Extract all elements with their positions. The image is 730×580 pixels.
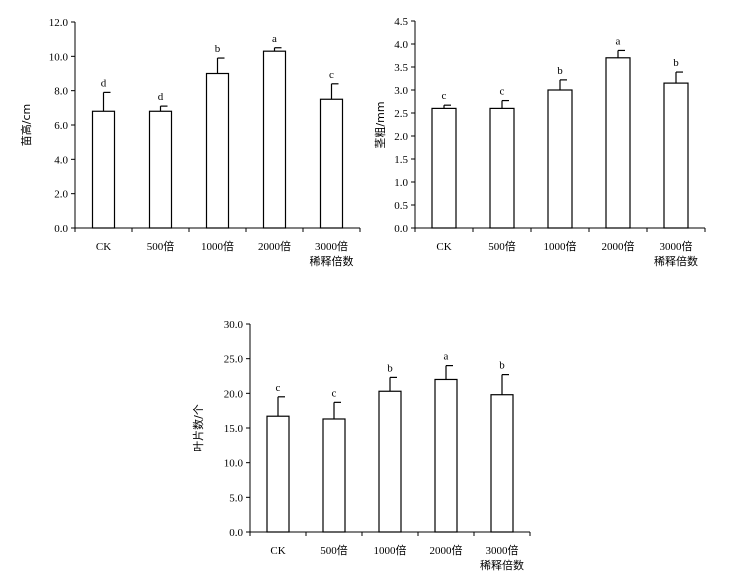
y-tick-label: 2.0 [394, 131, 408, 143]
y-tick-label: 1.5 [394, 154, 408, 166]
bar [434, 378, 458, 533]
category-label: 3000倍 [486, 543, 519, 557]
seedling-height-chart: 0.0 2.0 4.0 6.0 8.0 10.0 12.0 d CK d 500倍 b 1000倍 a 20… [19, 17, 361, 268]
y-tick-label: 2.5 [394, 108, 408, 120]
y-tick-label: 4.0 [394, 39, 408, 51]
category-label: 3000倍 [660, 239, 693, 253]
y-axis-title: 茎粗/mm [374, 101, 387, 148]
significance-label: c [329, 69, 334, 81]
category-label: 500倍 [147, 239, 175, 253]
y-tick-label: 1.0 [394, 177, 408, 189]
y-tick-label: 0.0 [229, 527, 243, 539]
y-axis-title: 叶片数/个 [192, 404, 205, 452]
significance-label: d [101, 77, 107, 89]
significance-label: c [332, 387, 337, 399]
significance-label: a [616, 35, 621, 47]
bar [266, 415, 290, 533]
y-tick-label: 3.5 [394, 62, 408, 74]
significance-label: c [442, 90, 447, 102]
x-axis-title: 稀释倍数 [310, 254, 354, 268]
y-tick-label: 20.0 [224, 388, 244, 400]
bar [91, 110, 116, 229]
bar [205, 72, 230, 229]
significance-label: c [500, 86, 505, 98]
category-label: 1000倍 [544, 239, 577, 253]
significance-label: b [387, 362, 393, 374]
y-tick-label: 4.0 [54, 154, 68, 166]
stem-diameter-chart: 0.0 0.5 1.0 1.5 2.0 2.5 3.0 3.5 4.0 4.5 c CK c 500倍 b 1… [374, 16, 706, 268]
y-tick-label: 30.0 [224, 319, 244, 331]
y-tick-label: 8.0 [54, 86, 68, 98]
bar [489, 107, 515, 229]
y-tick-label: 0.0 [394, 223, 408, 235]
category-label: 2000倍 [602, 239, 635, 253]
significance-label: c [276, 382, 281, 394]
bar [262, 50, 287, 229]
bar [378, 390, 402, 533]
y-tick-label: 3.0 [394, 85, 408, 97]
y-tick-label: 5.0 [229, 492, 243, 504]
bar [319, 98, 344, 229]
category-label: CK [96, 241, 111, 253]
category-label: CK [436, 241, 451, 253]
significance-label: b [557, 65, 563, 77]
y-tick-label: 25.0 [224, 354, 244, 366]
bar [322, 418, 346, 533]
y-tick-label: 2.0 [54, 189, 68, 201]
significance-label: b [215, 43, 221, 55]
category-label: 2000倍 [430, 543, 463, 557]
category-label: 2000倍 [258, 239, 291, 253]
leaf-number-chart: 0.0 5.0 10.0 15.0 20.0 25.0 30.0 c CK c 500倍 b 1000倍… [192, 319, 531, 572]
y-tick-label: 12.0 [49, 17, 69, 29]
significance-label: b [673, 57, 679, 69]
significance-label: a [444, 351, 449, 363]
bar [431, 107, 457, 229]
bar [663, 82, 689, 229]
bar [148, 110, 173, 229]
category-label: 500倍 [488, 239, 516, 253]
bar [605, 57, 631, 229]
bar [490, 394, 514, 533]
y-tick-label: 0.5 [394, 200, 408, 212]
significance-label: b [499, 360, 505, 372]
bar [547, 89, 573, 229]
y-tick-label: 10.0 [224, 458, 244, 470]
y-tick-label: 6.0 [54, 120, 68, 132]
category-label: 3000倍 [315, 239, 348, 253]
y-tick-label: 10.0 [49, 51, 69, 63]
category-label: CK [270, 545, 285, 557]
y-tick-label: 15.0 [224, 423, 244, 435]
x-axis-title: 稀释倍数 [480, 558, 524, 572]
category-label: 1000倍 [374, 543, 407, 557]
category-label: 500倍 [320, 543, 348, 557]
x-axis-title: 稀释倍数 [654, 254, 698, 268]
y-tick-label: 4.5 [394, 16, 408, 28]
significance-label: a [272, 33, 277, 45]
y-axis-title: 苗高/cm [19, 104, 33, 146]
significance-label: d [158, 91, 164, 103]
category-label: 1000倍 [201, 239, 234, 253]
y-tick-label: 0.0 [54, 223, 68, 235]
